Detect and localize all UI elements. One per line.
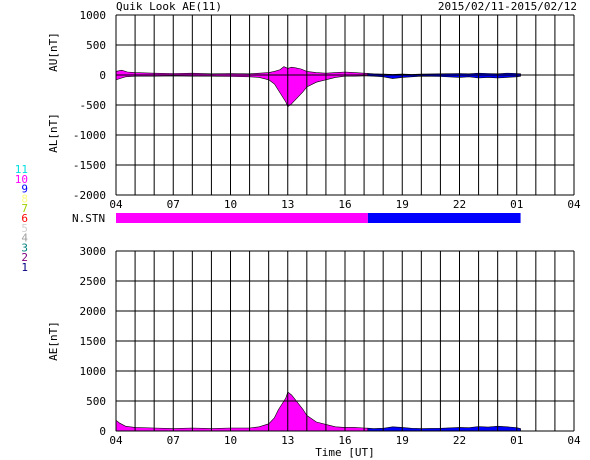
au-al-y-ticks: 1000 500 0 -500 -1000 -1500 -2000 — [73, 9, 106, 202]
y-tick-label: 1000 — [80, 365, 107, 378]
au-axis-label: AU[nT] — [47, 32, 60, 72]
date-range: 2015/02/11-2015/02/12 — [438, 0, 577, 13]
y-tick-label: 0 — [99, 425, 106, 438]
station-bar-row: N.STN — [72, 212, 521, 225]
chart-title: Quik Look AE(11) — [116, 0, 222, 13]
y-tick-label: -1500 — [73, 159, 106, 172]
y-tick-label: 0 — [99, 69, 106, 82]
station-legend-item: 7 — [21, 202, 28, 215]
x-tick-label: 22 — [453, 434, 466, 447]
station-legend-item: 5 — [21, 222, 28, 235]
ae-grid — [115, 250, 575, 432]
x-axis-label: Time [UT] — [315, 446, 375, 459]
x-tick-label: 04 — [567, 434, 581, 447]
ae-x-ticks: 04 07 10 13 16 19 22 01 04 — [109, 434, 581, 447]
station-legend-item: 3 — [21, 241, 28, 254]
station-bar-segment — [367, 213, 521, 223]
x-tick-label: 19 — [396, 198, 409, 211]
y-tick-label: 3000 — [80, 245, 107, 258]
station-legend-item: 9 — [21, 183, 28, 196]
x-tick-label: 01 — [510, 198, 523, 211]
x-tick-label: 19 — [396, 434, 409, 447]
x-tick-label: 04 — [109, 198, 123, 211]
ae-axis-label: AE[nT] — [47, 321, 60, 361]
x-tick-label: 16 — [338, 434, 351, 447]
ae-y-ticks: 3000 2500 2000 1500 1000 500 0 — [80, 245, 107, 438]
x-tick-label: 13 — [281, 198, 294, 211]
au-al-panel: 1000 500 0 -500 -1000 -1500 -2000 04 07 10 13 16 19… — [47, 9, 581, 211]
station-legend-item: 8 — [21, 192, 28, 205]
y-tick-label: -500 — [80, 99, 107, 112]
y-tick-label: -1000 — [73, 129, 106, 142]
y-tick-label: 2000 — [80, 305, 107, 318]
station-bar — [116, 213, 521, 223]
x-tick-label: 07 — [167, 198, 180, 211]
station-legend-item: 10 — [15, 173, 28, 186]
x-tick-label: 13 — [281, 434, 294, 447]
station-legend-item: 6 — [21, 212, 28, 225]
y-tick-label: 500 — [86, 39, 106, 52]
x-tick-label: 04 — [109, 434, 123, 447]
station-label: N.STN — [72, 212, 105, 225]
x-tick-label: 01 — [510, 434, 523, 447]
x-tick-label: 16 — [338, 198, 351, 211]
x-tick-label: 10 — [224, 434, 237, 447]
station-legend-item: 4 — [21, 232, 28, 245]
x-tick-label: 07 — [167, 434, 180, 447]
y-tick-label: 500 — [86, 395, 106, 408]
x-tick-label: 10 — [224, 198, 237, 211]
au-series-area — [115, 66, 369, 76]
x-tick-label: 04 — [567, 198, 581, 211]
station-bar-segment — [116, 213, 368, 223]
au-al-x-ticks: 04 07 10 13 16 19 22 01 04 — [109, 198, 581, 211]
y-tick-label: -2000 — [73, 189, 106, 202]
x-tick-label: 22 — [453, 198, 466, 211]
station-legend-item: 2 — [21, 251, 28, 264]
au-al-grid — [115, 14, 575, 196]
y-tick-label: 1500 — [80, 335, 107, 348]
y-tick-label: 1000 — [80, 9, 107, 22]
station-legend-item: 11 — [15, 163, 28, 176]
station-legend-item: 1 — [21, 261, 28, 274]
al-axis-label: AL[nT] — [47, 113, 60, 153]
y-tick-label: 2500 — [80, 275, 107, 288]
